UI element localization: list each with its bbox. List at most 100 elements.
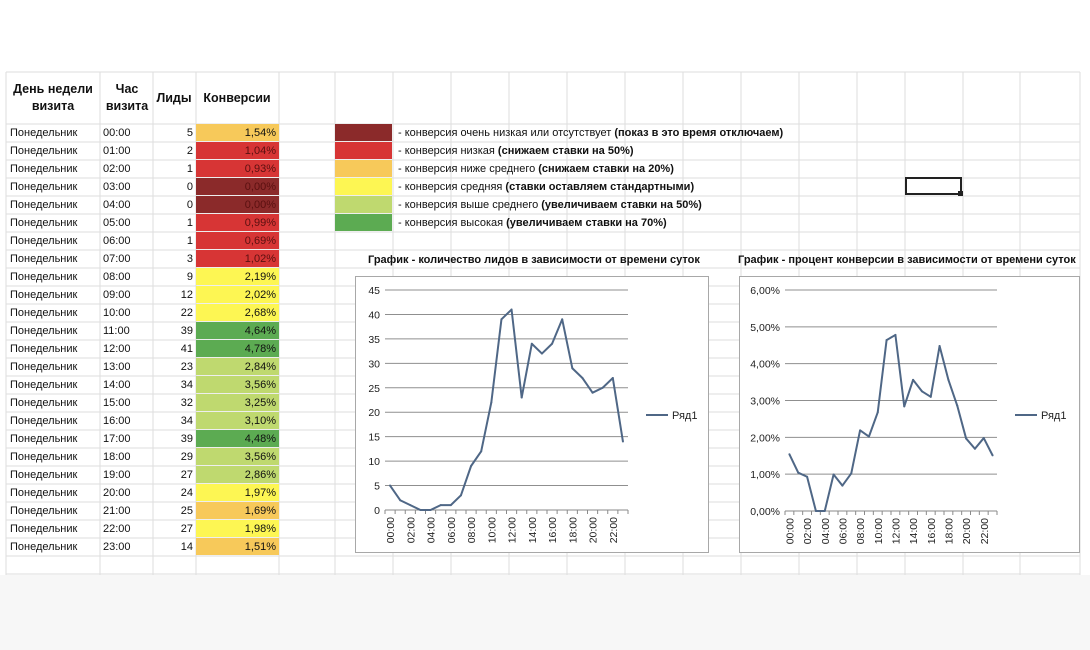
cell-hour[interactable]: 03:00 <box>103 181 131 193</box>
chart-conversion-point[interactable] <box>823 510 826 512</box>
chart-conversion-point[interactable] <box>797 471 800 474</box>
chart-conversion-point[interactable] <box>903 405 906 408</box>
cell-conversion[interactable]: 0,00% <box>196 196 279 213</box>
chart-conversion-point[interactable] <box>885 339 888 342</box>
cell-hour[interactable]: 02:00 <box>103 163 131 175</box>
legend-swatch[interactable] <box>335 142 392 159</box>
cell-hour[interactable]: 16:00 <box>103 415 131 427</box>
cell-hour[interactable]: 12:00 <box>103 343 131 355</box>
cell-conversion[interactable]: 0,00% <box>196 178 279 195</box>
chart-conversion-point[interactable] <box>973 447 976 450</box>
cell-hour[interactable]: 04:00 <box>103 199 131 211</box>
cell-hour[interactable]: 23:00 <box>103 541 131 553</box>
chart-conversion-point[interactable] <box>788 453 791 456</box>
cell-hour[interactable]: 21:00 <box>103 505 131 517</box>
chart-conversion-point[interactable] <box>894 333 897 336</box>
cell-conversion[interactable]: 1,51% <box>196 538 279 555</box>
cell-leads[interactable]: 27 <box>180 469 193 481</box>
header-hour[interactable]: Час визита <box>105 82 149 113</box>
cell-day[interactable]: Понедельник <box>10 325 78 337</box>
cell-day[interactable]: Понедельник <box>10 253 78 265</box>
cell-hour[interactable]: 08:00 <box>103 271 131 283</box>
cell-hour[interactable]: 14:00 <box>103 379 131 391</box>
chart-leads-legend-label[interactable]: Ряд1 <box>672 410 697 422</box>
cell-day[interactable]: Понедельник <box>10 397 78 409</box>
cell-day[interactable]: Понедельник <box>10 541 78 553</box>
cell-conversion[interactable]: 2,02% <box>196 286 279 303</box>
cell-day[interactable]: Понедельник <box>10 433 78 445</box>
cell-conversion[interactable]: 0,69% <box>196 232 279 249</box>
legend-swatch[interactable] <box>335 196 392 213</box>
chart-leads-point[interactable] <box>429 509 432 511</box>
cell-conversion[interactable]: 0,99% <box>196 214 279 231</box>
chart-leads-point[interactable] <box>540 352 543 355</box>
cell-day[interactable]: Понедельник <box>10 163 78 175</box>
chart-leads-point[interactable] <box>470 465 473 467</box>
cell-conversion[interactable]: 2,86% <box>196 466 279 483</box>
chart-conversion-point[interactable] <box>947 378 950 381</box>
cell-leads[interactable]: 1 <box>186 217 193 229</box>
legend-text[interactable]: - конверсия выше среднего (увеличиваем с… <box>398 196 702 214</box>
cell-hour[interactable]: 11:00 <box>103 325 130 337</box>
chart-leads-point[interactable] <box>409 504 412 507</box>
legend-swatch[interactable] <box>335 124 392 141</box>
cell-day[interactable]: Понедельник <box>10 505 78 517</box>
cell-leads[interactable]: 0 <box>186 199 193 211</box>
cell-hour[interactable]: 19:00 <box>103 469 131 481</box>
legend-text[interactable]: - конверсия ниже среднего (снижаем ставк… <box>398 160 674 178</box>
chart-conversion-point[interactable] <box>832 473 835 476</box>
chart-conversion-point[interactable] <box>920 390 923 393</box>
cell-leads[interactable]: 41 <box>180 343 193 355</box>
cell-leads[interactable]: 0 <box>186 181 193 193</box>
chart-conversion-point[interactable] <box>876 411 879 414</box>
cell-conversion[interactable]: 4,78% <box>196 340 279 357</box>
cell-leads[interactable]: 12 <box>180 289 193 301</box>
legend-text[interactable]: - конверсия высокая (увеличиваем ставки … <box>398 214 667 232</box>
chart-leads-point[interactable] <box>581 377 584 379</box>
cell-hour[interactable]: 00:00 <box>103 127 131 139</box>
cell-hour[interactable]: 22:00 <box>103 523 131 535</box>
cell-hour[interactable]: 18:00 <box>103 451 131 463</box>
chart-leads-point[interactable] <box>601 386 604 389</box>
cell-day[interactable]: Понедельник <box>10 307 78 319</box>
cell-conversion[interactable]: 3,10% <box>196 412 279 429</box>
cell-leads[interactable]: 34 <box>180 379 193 391</box>
cell-leads[interactable]: 34 <box>180 415 193 427</box>
chart-conversion[interactable]: 0,00% 1,00% 2,00% 3,00% 4,00% 5,00% 6,00% 00:00… <box>739 276 1080 553</box>
cell-conversion[interactable]: 2,68% <box>196 304 279 321</box>
chart-conversion-point[interactable] <box>867 435 870 438</box>
cell-conversion[interactable]: 2,19% <box>196 268 279 285</box>
chart-leads-point[interactable] <box>459 494 462 497</box>
cell-hour[interactable]: 17:00 <box>103 433 131 445</box>
chart-leads-point[interactable] <box>439 504 442 507</box>
chart-leads[interactable]: 0 5 10 15 20 25 30 35 40 45 00:00 02:00 04:00 06:00 08… <box>355 276 709 553</box>
cell-hour[interactable]: 01:00 <box>103 145 131 157</box>
chart-conversion-point[interactable] <box>841 484 844 487</box>
cell-leads[interactable]: 14 <box>180 541 193 553</box>
cell-day[interactable]: Понедельник <box>10 379 78 391</box>
cell-conversion[interactable]: 2,84% <box>196 358 279 375</box>
cell-leads[interactable]: 27 <box>180 523 193 535</box>
cell-day[interactable]: Понедельник <box>10 343 78 355</box>
legend-swatch[interactable] <box>335 160 392 177</box>
cell-day[interactable]: Понедельник <box>10 289 78 301</box>
legend-swatch[interactable] <box>335 178 392 195</box>
chart-conversion-legend-label[interactable]: Ряд1 <box>1041 410 1066 422</box>
cell-leads[interactable]: 2 <box>186 145 193 157</box>
header-day[interactable]: День недели визита <box>13 82 93 113</box>
chart-leads-point[interactable] <box>551 342 554 345</box>
cell-day[interactable]: Понедельник <box>10 523 78 535</box>
chart-conversion-point[interactable] <box>991 454 994 457</box>
legend-swatch[interactable] <box>335 214 392 231</box>
chart-conversion-point[interactable] <box>912 378 915 381</box>
legend-text[interactable]: - конверсия очень низкая или отсутствует… <box>398 124 783 142</box>
cell-day[interactable]: Понедельник <box>10 235 78 247</box>
chart-conversion-point[interactable] <box>965 437 968 440</box>
chart-leads-point[interactable] <box>389 484 392 487</box>
chart-leads-point[interactable] <box>490 401 493 404</box>
cell-conversion[interactable]: 1,54% <box>196 124 279 141</box>
cell-day[interactable]: Понедельник <box>10 451 78 463</box>
chart-leads-series-line[interactable] <box>389 308 624 511</box>
cell-conversion[interactable]: 3,25% <box>196 394 279 411</box>
chart-leads-point[interactable] <box>500 318 503 321</box>
